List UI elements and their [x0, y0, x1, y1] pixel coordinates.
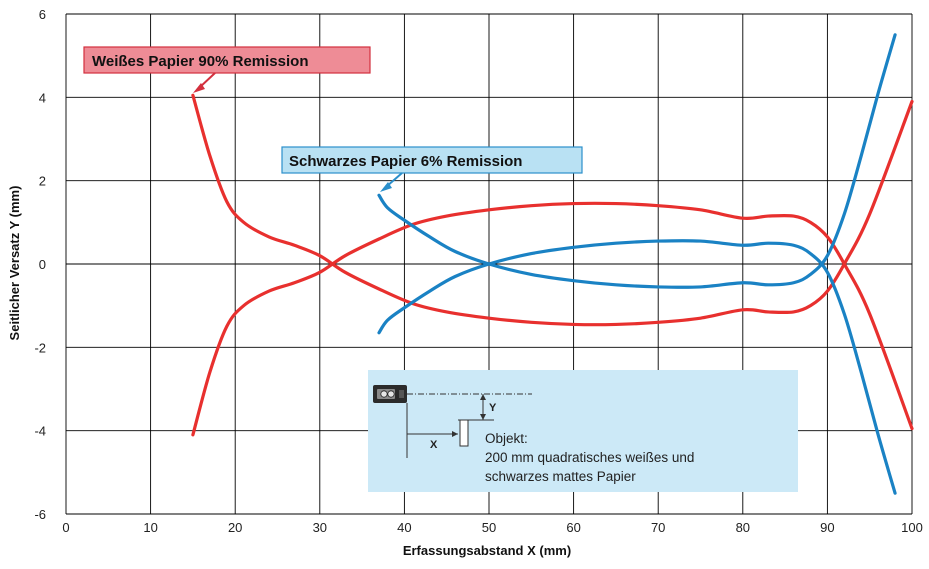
x-tick-label: 40 [397, 520, 411, 535]
annotation-white-paper: Weißes Papier 90% Remission [83, 46, 371, 93]
inset-y-label: Y [489, 402, 497, 414]
y-tick-label: -4 [34, 424, 46, 439]
x-arrow-head [452, 431, 458, 437]
series-line-white-upper [191, 93, 914, 327]
y-tick-label: 6 [39, 7, 46, 22]
annotation-black-arrow-head [380, 182, 392, 192]
annotation-white-text: Weißes Papier 90% Remission [92, 53, 308, 70]
y-tick-label: 4 [39, 90, 46, 105]
sensor-icon [373, 385, 407, 403]
x-tick-label: 90 [820, 520, 834, 535]
annotation-black-text: Schwarzes Papier 6% Remission [289, 153, 522, 170]
y-tick-label: 2 [39, 174, 46, 189]
y-arrow-head-top [480, 394, 486, 400]
x-tick-label: 20 [228, 520, 242, 535]
object-shape [459, 419, 469, 447]
series-line-black-upper [377, 33, 897, 289]
x-tick-label: 30 [313, 520, 327, 535]
x-tick-label: 100 [901, 520, 923, 535]
y-tick-label: -2 [34, 340, 46, 355]
annotation-black-paper: Schwarzes Papier 6% Remission [281, 146, 583, 192]
annotation-white-arrow-head [193, 83, 205, 93]
x-axis-title: Erfassungsabstand X (mm) [403, 543, 571, 558]
x-tick-label: 10 [143, 520, 157, 535]
series-group [191, 33, 914, 495]
x-tick-label: 70 [651, 520, 665, 535]
y-axis-title: Seitlicher Versatz Y (mm) [7, 186, 22, 341]
y-tick-label: 0 [39, 257, 46, 272]
series-line-black-lower [377, 239, 897, 495]
object-text-line-1: Objekt: [485, 431, 528, 446]
x-tick-label: 60 [566, 520, 580, 535]
y-tick-labels: -6 -4 -2 0 2 4 6 [34, 7, 46, 522]
y-arrow-head-bottom [480, 414, 486, 420]
inset-x-label: X [430, 439, 438, 451]
series-line-white-lower [191, 201, 914, 437]
x-tick-labels: 0 10 20 30 40 50 60 70 80 90 100 [62, 520, 922, 535]
inset-diagram: X Y Objekt: 200 mm quadratisches weißes … [368, 370, 798, 492]
annotation-white-box [83, 46, 371, 74]
inset-background [368, 370, 798, 492]
x-tick-label: 50 [482, 520, 496, 535]
object-text-line-2: 200 mm quadratisches weißes und [485, 450, 694, 465]
x-tick-label: 80 [736, 520, 750, 535]
annotation-black-box [281, 146, 583, 174]
x-tick-label: 0 [62, 520, 69, 535]
object-text-line-3: schwarzes mattes Papier [485, 469, 636, 484]
y-tick-label: -6 [34, 507, 46, 522]
